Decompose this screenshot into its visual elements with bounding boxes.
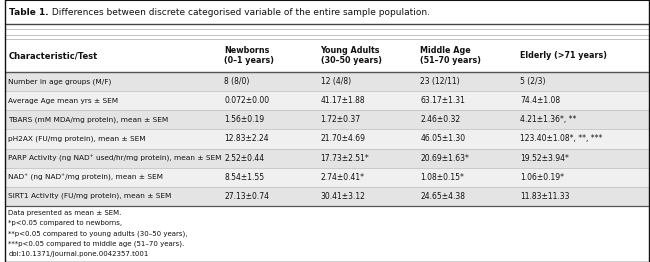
Bar	[5, 0, 649, 24]
Text: 41.17±1.88: 41.17±1.88	[320, 96, 365, 105]
Text: Middle Age
(51–70 years): Middle Age (51–70 years)	[421, 46, 481, 66]
Text: 23 (12/11): 23 (12/11)	[421, 77, 460, 86]
Text: 2.52±0.44: 2.52±0.44	[224, 154, 264, 162]
Text: 1.06±0.19*: 1.06±0.19*	[520, 173, 564, 182]
Text: 8 (8/0): 8 (8/0)	[224, 77, 250, 86]
Bar	[5, 39, 649, 72]
Text: 2.46±0.32: 2.46±0.32	[421, 116, 460, 124]
Text: 30.41±3.12: 30.41±3.12	[320, 192, 365, 201]
Text: 63.17±1.31: 63.17±1.31	[421, 96, 465, 105]
Text: 11.83±11.33: 11.83±11.33	[520, 192, 569, 201]
Text: SIRT1 Activity (FU/mg protein), mean ± SEM: SIRT1 Activity (FU/mg protein), mean ± S…	[8, 193, 172, 199]
Text: 1.72±0.37: 1.72±0.37	[320, 116, 361, 124]
Text: 2.74±0.41*: 2.74±0.41*	[320, 173, 365, 182]
Text: Elderly (>71 years): Elderly (>71 years)	[520, 51, 607, 60]
Text: 21.70±4.69: 21.70±4.69	[320, 134, 365, 144]
Text: Table 1.: Table 1.	[9, 8, 49, 17]
Text: 24.65±4.38: 24.65±4.38	[421, 192, 465, 201]
Bar	[5, 72, 649, 91]
Text: 1.56±0.19: 1.56±0.19	[224, 116, 264, 124]
Text: 123.40±1.08*, **, ***: 123.40±1.08*, **, ***	[520, 134, 603, 144]
Bar	[5, 187, 649, 206]
Text: Number in age groups (M/F): Number in age groups (M/F)	[8, 79, 112, 85]
Text: PARP Activity (ng NAD⁺ used/hr/mg protein), mean ± SEM: PARP Activity (ng NAD⁺ used/hr/mg protei…	[8, 154, 222, 162]
Bar	[5, 129, 649, 149]
Text: 1.08±0.15*: 1.08±0.15*	[421, 173, 464, 182]
Text: **p<0.05 compared to young adults (30–50 years),: **p<0.05 compared to young adults (30–50…	[8, 230, 188, 237]
Text: Young Adults
(30–50 years): Young Adults (30–50 years)	[320, 46, 382, 66]
Text: Average Age mean yrs ± SEM: Average Age mean yrs ± SEM	[8, 98, 118, 104]
Text: pH2AX (FU/mg protein), mean ± SEM: pH2AX (FU/mg protein), mean ± SEM	[8, 136, 146, 142]
Text: 46.05±1.30: 46.05±1.30	[421, 134, 465, 144]
Text: *p<0.05 compared to newborns,: *p<0.05 compared to newborns,	[8, 220, 123, 226]
Text: 17.73±2.51*: 17.73±2.51*	[320, 154, 369, 162]
Bar	[5, 149, 649, 168]
Bar	[5, 168, 649, 187]
Bar	[5, 12, 649, 25]
Text: 74.4±1.08: 74.4±1.08	[520, 96, 560, 105]
Text: Characteristic/Test: Characteristic/Test	[8, 51, 97, 60]
Text: 19.52±3.94*: 19.52±3.94*	[520, 154, 569, 162]
Text: 12.83±2.24: 12.83±2.24	[224, 134, 268, 144]
Text: NAD⁺ (ng NAD⁺/mg protein), mean ± SEM: NAD⁺ (ng NAD⁺/mg protein), mean ± SEM	[8, 173, 163, 181]
Text: 0.072±0.00: 0.072±0.00	[224, 96, 269, 105]
Bar	[5, 206, 649, 262]
Text: ***p<0.05 compared to middle age (51–70 years).: ***p<0.05 compared to middle age (51–70 …	[8, 240, 185, 247]
Text: 5 (2/3): 5 (2/3)	[520, 77, 545, 86]
Text: TBARS (mM MDA/mg protein), mean ± SEM: TBARS (mM MDA/mg protein), mean ± SEM	[8, 117, 169, 123]
Bar	[5, 91, 649, 110]
Text: Newborns
(0–1 years): Newborns (0–1 years)	[224, 46, 274, 66]
Text: 8.54±1.55: 8.54±1.55	[224, 173, 264, 182]
Bar	[5, 110, 649, 129]
Text: doi:10.1371/journal.pone.0042357.t001: doi:10.1371/journal.pone.0042357.t001	[8, 250, 149, 256]
Text: 12 (4/8): 12 (4/8)	[320, 77, 350, 86]
Text: 27.13±0.74: 27.13±0.74	[224, 192, 269, 201]
Text: Data presented as mean ± SEM.: Data presented as mean ± SEM.	[8, 210, 122, 216]
Text: Differences between discrete categorised variable of the entire sample populatio: Differences between discrete categorised…	[49, 8, 430, 17]
Text: 20.69±1.63*: 20.69±1.63*	[421, 154, 469, 162]
Text: 4.21±1.36*, **: 4.21±1.36*, **	[520, 116, 577, 124]
